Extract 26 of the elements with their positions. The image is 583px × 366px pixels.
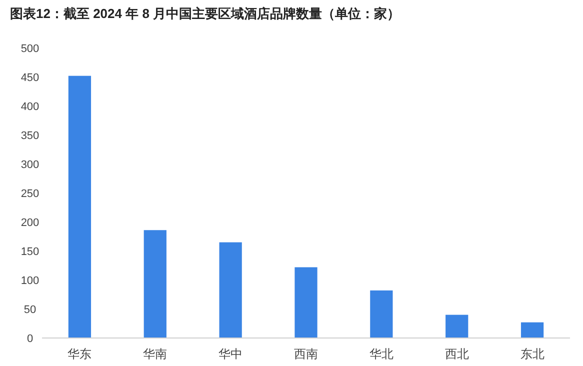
y-tick-label: 350 xyxy=(20,130,40,142)
x-tick-label: 华南 xyxy=(143,347,168,361)
bar xyxy=(294,267,318,338)
bar xyxy=(370,290,393,338)
x-tick-label: 东北 xyxy=(520,347,544,361)
x-tick-label: 西北 xyxy=(444,347,469,361)
bar xyxy=(68,76,92,338)
x-tick-label: 西南 xyxy=(294,347,318,361)
y-tick-label: 100 xyxy=(20,275,40,287)
y-tick-label: 200 xyxy=(20,217,40,229)
y-tick-label: 50 xyxy=(24,304,36,316)
y-tick-label: 400 xyxy=(20,101,40,113)
chart-title: 图表12：截至 2024 年 8 月中国主要区域酒店品牌数量（单位：家） xyxy=(10,6,400,21)
y-tick-label: 250 xyxy=(20,188,40,200)
x-tick-label: 华北 xyxy=(369,347,394,361)
bar xyxy=(219,242,242,338)
bar xyxy=(144,230,166,338)
bar xyxy=(446,314,468,338)
y-tick-label: 300 xyxy=(20,159,40,171)
x-tick-label: 华中 xyxy=(218,347,243,361)
y-tick-label: 150 xyxy=(20,246,40,258)
x-tick-label: 华东 xyxy=(68,347,92,361)
y-tick-label: 500 xyxy=(20,43,40,55)
bar xyxy=(520,322,544,338)
y-tick-label: 450 xyxy=(20,72,40,84)
y-tick-label: 0 xyxy=(26,333,34,345)
